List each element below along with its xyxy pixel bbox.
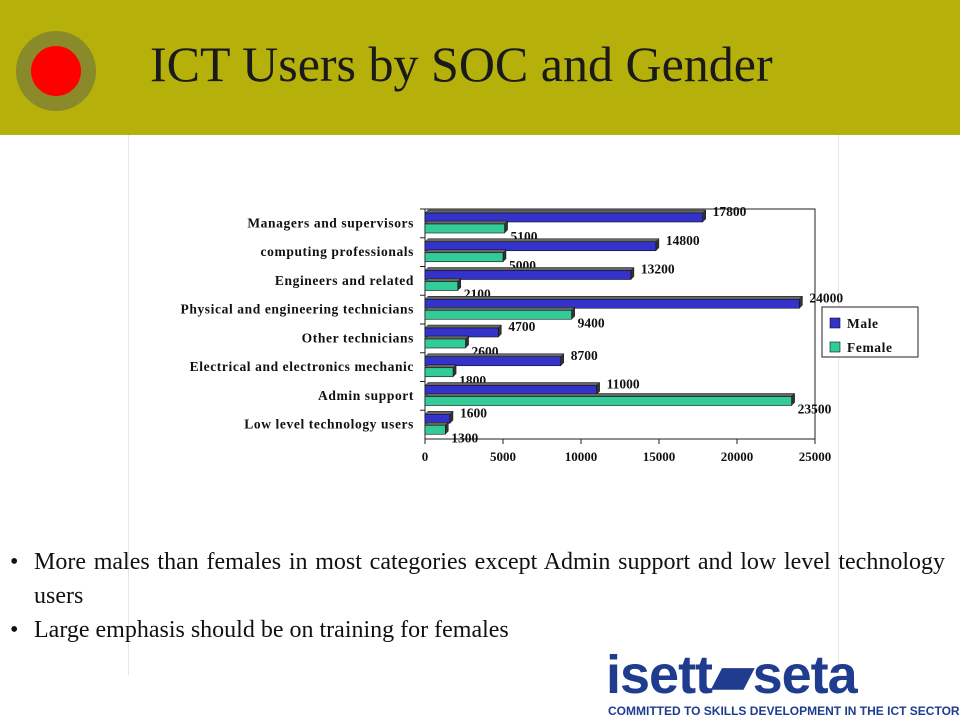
bar-top xyxy=(424,335,470,340)
bar-top xyxy=(424,238,660,242)
x-tick-label: 0 xyxy=(422,449,429,464)
legend-label: Male xyxy=(847,316,879,331)
bar xyxy=(424,309,572,320)
x-tick-label: 5000 xyxy=(490,449,516,464)
bar-top xyxy=(424,267,635,271)
bar xyxy=(424,413,451,424)
category-label: Engineers and related xyxy=(275,273,414,288)
note-text: More males than females in most categori… xyxy=(34,549,945,609)
data-label: 9400 xyxy=(578,315,605,330)
data-label: 24000 xyxy=(809,290,843,305)
logo-tagline: COMMITTED TO SKILLS DEVELOPMENT IN THE I… xyxy=(608,704,960,718)
category-label: Other technicians xyxy=(302,330,414,345)
data-label: 8700 xyxy=(571,348,598,363)
frame-line-left xyxy=(128,135,129,675)
bar xyxy=(424,356,562,367)
bar xyxy=(424,298,800,309)
data-label: 13200 xyxy=(641,262,675,277)
bar xyxy=(424,223,505,234)
bar xyxy=(424,396,792,406)
x-tick-label: 20000 xyxy=(721,449,754,464)
data-label: 14800 xyxy=(666,233,700,248)
data-label: 1300 xyxy=(451,430,478,445)
x-tick-label: 25000 xyxy=(799,449,832,464)
bar-chart: 0 5000 10000 15000 20000 25000 Managers and su… xyxy=(181,204,919,464)
note-item: • More males than females in most catego… xyxy=(10,545,945,613)
bar-top xyxy=(424,249,507,253)
bar-top xyxy=(424,382,601,386)
note-text: Large emphasis should be on training for… xyxy=(34,617,509,643)
bar xyxy=(424,338,466,349)
bar xyxy=(424,385,597,395)
bullet-glyph: • xyxy=(10,549,19,575)
bar xyxy=(424,327,499,338)
category-label: Electrical and electronics mechanic xyxy=(190,359,414,374)
bar-top xyxy=(424,278,462,282)
frame-line-right xyxy=(838,135,839,675)
bar-top xyxy=(424,364,457,368)
bar xyxy=(424,281,459,291)
category-label: Physical and engineering technicians xyxy=(181,302,415,317)
bar xyxy=(424,252,504,263)
bar-top xyxy=(424,307,576,311)
bar-top xyxy=(424,422,449,426)
data-label: 11000 xyxy=(607,377,640,392)
bar-top xyxy=(424,393,796,397)
isett-seta-logo: isett▰seta COMMITTED TO SKILLS DEVELOPME… xyxy=(606,645,960,720)
data-label: 4700 xyxy=(508,319,535,334)
bar-top xyxy=(424,411,454,415)
category-label: Low level technology users xyxy=(244,417,414,432)
bar-top xyxy=(424,324,502,329)
note-item: • Large emphasis should be on training f… xyxy=(10,613,945,647)
bar xyxy=(424,424,446,435)
bar-top xyxy=(424,209,707,214)
title-bar xyxy=(0,0,960,135)
plot-area: 0 5000 10000 15000 20000 25000 Managers and su… xyxy=(181,204,919,464)
slide-title: ICT Users by SOC and Gender xyxy=(150,36,773,92)
category-label: computing professionals xyxy=(261,244,414,259)
legend-swatch xyxy=(829,317,841,329)
legend-label: Female xyxy=(847,340,893,355)
bar xyxy=(424,212,703,223)
data-label: 17800 xyxy=(713,204,747,219)
bar-top xyxy=(424,353,565,357)
x-tick-label: 10000 xyxy=(565,449,598,464)
bullet-glyph: • xyxy=(10,617,19,643)
x-tick-label: 15000 xyxy=(643,449,676,464)
category-label: Managers and supervisors xyxy=(247,215,414,230)
data-label: 23500 xyxy=(798,402,832,417)
title-bullet-dot xyxy=(31,46,81,96)
bar-top xyxy=(424,220,509,225)
legend-swatch xyxy=(829,341,841,353)
bar xyxy=(424,241,657,252)
logo-wordmark: isett▰seta xyxy=(606,645,858,705)
notes-list: • More males than females in most catego… xyxy=(10,545,945,647)
category-label: Admin support xyxy=(318,388,414,403)
bar xyxy=(424,270,632,280)
bar xyxy=(424,367,454,378)
bar-top xyxy=(424,296,804,300)
data-label: 1600 xyxy=(460,405,487,420)
